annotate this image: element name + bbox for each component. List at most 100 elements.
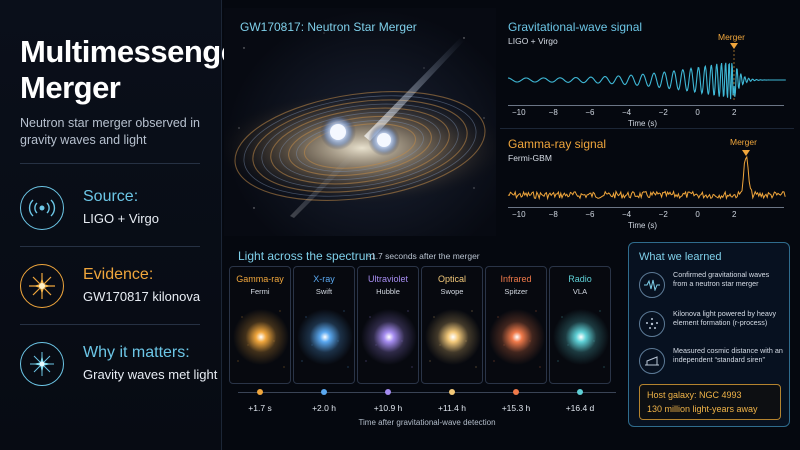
spectrum-card-5: Radio VLA xyxy=(549,266,611,384)
gw-panel-title: Gravitational-wave signal xyxy=(508,20,643,34)
source-glow-image xyxy=(361,309,417,368)
timeline-dot xyxy=(321,389,327,395)
feature-value: Gravity waves met light xyxy=(83,367,218,382)
spectrum-card-4: Infrared Spitzer xyxy=(485,266,547,384)
x-tick-label: −10 xyxy=(512,108,526,117)
learned-text: Confirmed gravitational waves from a neu… xyxy=(673,270,770,288)
divider xyxy=(20,163,200,164)
gw-merger-marker-label: Merger xyxy=(718,32,745,42)
merger-illustration: GW170817: Neutron Star Merger xyxy=(224,8,496,236)
x-tick-label: −10 xyxy=(512,210,526,219)
timeline-label: +2.0 h xyxy=(312,403,336,413)
feature-why: Why it matters: Gravity waves met light xyxy=(20,338,220,398)
host-galaxy-name: Host galaxy: NGC 4993 xyxy=(647,390,742,400)
timeline-dot xyxy=(577,389,583,395)
timeline-caption: Time after gravitational-wave detection xyxy=(358,418,496,427)
siren-icon xyxy=(639,348,665,374)
x-tick-label: −6 xyxy=(585,210,595,219)
source-glow-image xyxy=(425,309,481,368)
learned-text: Kilonova light powered by heavy element … xyxy=(673,309,777,327)
gamma-x-label: Time (s) xyxy=(628,221,658,230)
source-glow-image xyxy=(233,309,289,368)
x-tick-label: −4 xyxy=(622,210,632,219)
instrument-label: Fermi xyxy=(250,287,270,296)
gw-waveform-line xyxy=(507,62,786,100)
band-label: Infrared xyxy=(500,274,532,284)
band-label: X-ray xyxy=(313,274,335,284)
timeline-dot xyxy=(385,389,391,395)
timeline-label: +10.9 h xyxy=(373,403,403,413)
timeline-label: +15.3 h xyxy=(501,403,531,413)
spectrum-card-1: X-ray Swift xyxy=(293,266,355,384)
source-glow-image xyxy=(489,309,545,368)
x-tick-label: −8 xyxy=(548,108,558,117)
x-tick-label: 0 xyxy=(695,108,700,117)
gw-signal-panel: Gravitational-wave signal LIGO + Virgo M… xyxy=(500,10,794,128)
x-tick-label: 2 xyxy=(732,210,737,219)
divider xyxy=(20,324,200,325)
waveform-icon xyxy=(639,272,665,298)
host-galaxy-callout: Host galaxy: NGC 4993 130 million light-… xyxy=(639,384,781,420)
learned-title: What we learned xyxy=(639,251,722,263)
instrument-label: Hubble xyxy=(376,287,400,296)
instrument-label: Swift xyxy=(315,287,333,296)
merger-artwork xyxy=(224,27,496,218)
x-tick-label: −6 xyxy=(585,108,595,117)
instrument-label: Swope xyxy=(440,287,464,296)
band-label: Ultraviolet xyxy=(367,274,408,284)
timeline-dot xyxy=(449,389,455,395)
gamma-merger-marker xyxy=(742,150,750,156)
timeline-label: +16.4 d xyxy=(565,403,595,413)
page-subtitle: Neutron star merger observed in gravity … xyxy=(20,116,200,147)
gw-merger-marker xyxy=(730,43,738,49)
spectrum-card-2: Ultraviolet Hubble xyxy=(357,266,419,384)
x-tick-label: −2 xyxy=(658,210,668,219)
starburst-icon xyxy=(20,264,64,308)
timeline-axis xyxy=(238,392,616,393)
feature-label: Why it matters: xyxy=(83,344,190,361)
source-glow-image xyxy=(297,309,353,368)
gamma-lightcurve xyxy=(507,150,786,201)
sparkle-icon xyxy=(20,342,64,386)
instrument-label: VLA xyxy=(572,287,588,296)
hero-title: GW170817: Neutron Star Merger xyxy=(240,20,417,34)
x-tick-label: 0 xyxy=(695,210,700,219)
gamma-panel-title: Gamma-ray signal xyxy=(508,137,607,151)
x-tick-label: −4 xyxy=(622,108,632,117)
radio-waves-icon xyxy=(20,186,64,230)
feature-evidence: Evidence: GW170817 kilonova xyxy=(20,260,220,320)
feature-source: Source: LIGO + Virgo xyxy=(20,182,220,242)
feature-label: Evidence: xyxy=(83,266,154,283)
band-label: Optical xyxy=(437,274,466,284)
page-title: Multimessenger Merger xyxy=(20,34,250,105)
gw-waveform xyxy=(507,43,786,102)
feature-label: Source: xyxy=(83,188,139,205)
gamma-panel-subtitle: Fermi-GBM xyxy=(508,153,552,163)
band-label: Radio xyxy=(568,274,592,284)
band-label: Gamma-ray xyxy=(236,274,284,284)
gw-panel-subtitle: LIGO + Virgo xyxy=(508,36,558,46)
source-glow-image xyxy=(553,309,609,368)
timeline-dot xyxy=(513,389,519,395)
divider xyxy=(20,246,200,247)
gamma-merger-marker-label: Merger xyxy=(730,137,757,147)
instrument-label: Spitzer xyxy=(504,287,528,296)
gamma-signal-panel: Gamma-ray signal Fermi-GBM Merger −10 −8 −… xyxy=(500,128,794,238)
x-tick-label: −2 xyxy=(658,108,668,117)
learned-text: Measured cosmic distance with an indepen… xyxy=(673,346,783,364)
timeline-label: +11.4 h xyxy=(438,403,466,413)
x-tick-label: −8 xyxy=(548,210,558,219)
timeline-label: +1.7 s xyxy=(248,403,272,413)
left-sidebar: Multimessenger Merger Neutron star merge… xyxy=(0,0,250,450)
learned-item: Kilonova light powered by heavy element … xyxy=(639,309,785,343)
what-we-learned-box: What we learned Confirmed gravitational … xyxy=(628,242,790,427)
gamma-lightcurve-line xyxy=(507,155,786,201)
learned-item: Measured cosmic distance with an indepen… xyxy=(639,346,785,380)
spectrum-card-0: Gamma-ray Fermi xyxy=(229,266,291,384)
feature-value: LIGO + Virgo xyxy=(83,211,159,226)
spectrum-title: Light across the spectrum xyxy=(238,249,376,263)
host-galaxy-distance: 130 million light-years away xyxy=(647,404,758,414)
timeline-dot xyxy=(257,389,263,395)
feature-value: GW170817 kilonova xyxy=(83,289,201,304)
learned-item: Confirmed gravitational waves from a neu… xyxy=(639,270,785,304)
